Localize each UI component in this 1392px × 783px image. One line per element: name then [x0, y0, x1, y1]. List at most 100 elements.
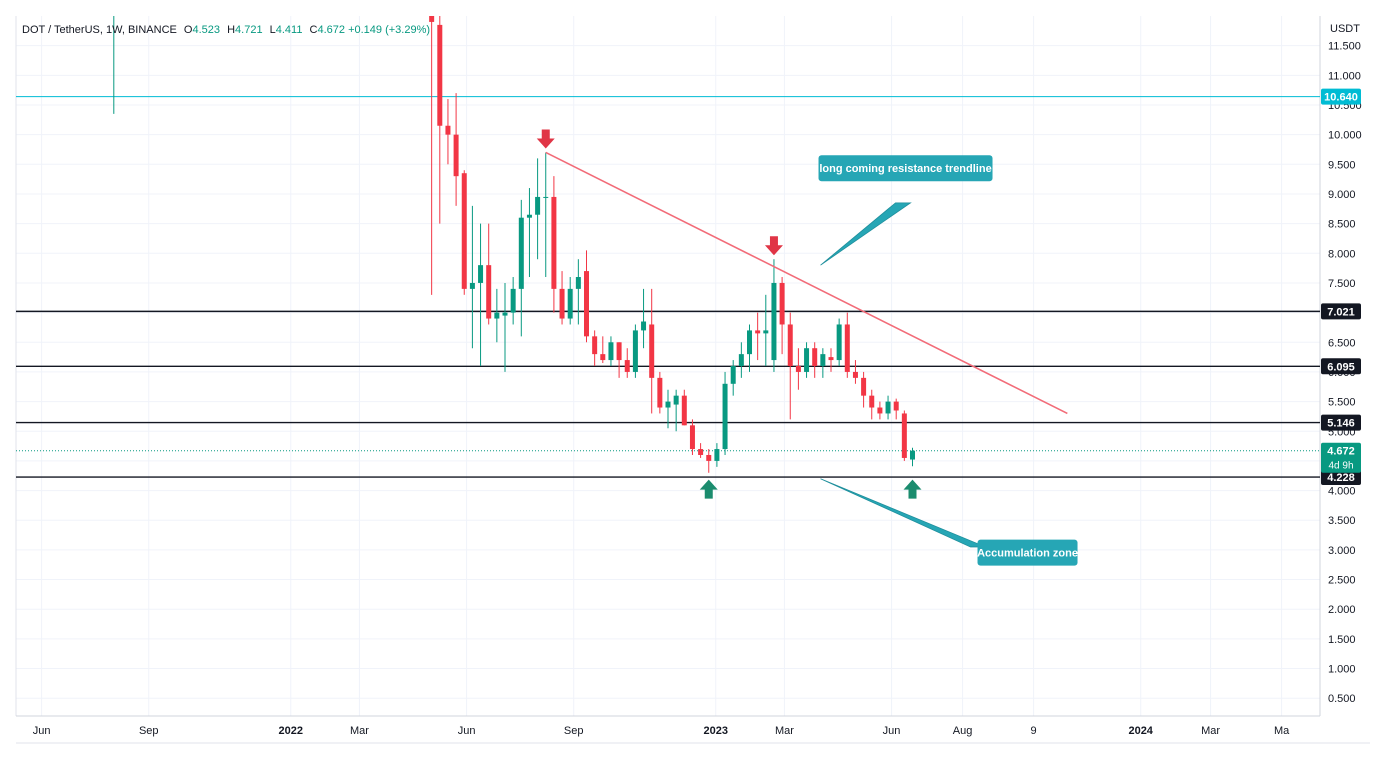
candle-body	[738, 354, 744, 366]
callout-text-accumulation: Accumulation zone	[977, 548, 1078, 560]
candle-body	[494, 312, 500, 319]
candle-body	[877, 407, 883, 414]
candle-body	[608, 342, 614, 361]
time-tick-label: 2022	[279, 725, 303, 737]
time-tick-label: Jun	[883, 725, 901, 737]
candle-body	[885, 401, 891, 414]
candle-body	[657, 377, 663, 408]
candle-body	[469, 282, 475, 289]
candle-body	[641, 321, 647, 331]
price-tick-label: 3.000	[1328, 545, 1356, 557]
candle-body	[804, 348, 810, 372]
time-tick-label: 2023	[703, 725, 727, 737]
candle-body	[910, 450, 915, 460]
high-value: 4.721	[235, 24, 263, 36]
symbol-title: DOT / TetherUS, 1W, BINANCE	[22, 24, 177, 36]
candle-body	[861, 377, 867, 396]
time-tick-label: Sep	[564, 725, 584, 737]
candle-body	[461, 173, 467, 289]
candle-body	[445, 125, 451, 135]
price-tick-label: 11.500	[1328, 41, 1361, 53]
price-tick-label: 0.500	[1328, 693, 1356, 705]
candle-body	[543, 196, 549, 198]
candle-body	[820, 354, 826, 366]
candle-body	[901, 413, 907, 458]
candle-body	[828, 357, 834, 361]
candle-body	[722, 383, 728, 450]
last-price-tag	[1321, 442, 1361, 473]
time-tick-label: Ma	[1274, 725, 1290, 737]
candle-body	[779, 282, 785, 325]
callout-pointer	[820, 202, 912, 266]
level-price-label: 5.146	[1327, 418, 1355, 430]
price-tick-label: 8.500	[1328, 219, 1356, 231]
candle-body	[893, 401, 899, 411]
down-arrow-icon	[536, 129, 555, 149]
last-price-label: 4.672	[1327, 446, 1355, 458]
time-tick-label: Sep	[139, 725, 159, 737]
high-label: H	[227, 24, 236, 36]
price-tick-label: 2.000	[1328, 604, 1356, 616]
price-tick-label: 11.000	[1328, 70, 1361, 82]
time-tick-label: Mar	[775, 725, 794, 737]
candle-body	[665, 401, 671, 408]
candle-body	[478, 265, 484, 283]
candle-body	[429, 16, 435, 22]
open-value: 4.523	[192, 24, 221, 36]
price-tick-label: 4.000	[1328, 486, 1356, 498]
candle-body	[795, 366, 801, 372]
candle-body	[812, 348, 818, 366]
change-value: +0.149 (+3.29%)	[348, 24, 431, 36]
candle-body	[714, 449, 720, 461]
candle-body	[535, 196, 541, 215]
level-price-label: 10.640	[1324, 92, 1358, 104]
price-tick-label: 6.500	[1328, 337, 1356, 349]
close-label: C	[309, 24, 318, 36]
price-tick-label: 7.500	[1328, 278, 1356, 290]
callout-pointer	[820, 478, 986, 548]
up-arrow-icon	[699, 479, 718, 499]
callout-box	[977, 539, 1078, 566]
price-axis-unit: USDT	[1330, 23, 1360, 35]
time-tick-label: Jun	[33, 725, 51, 737]
callout-box	[818, 155, 993, 182]
candle-body	[559, 288, 565, 319]
candle-body	[844, 324, 850, 372]
candle-body	[510, 288, 516, 313]
candle-body	[836, 324, 842, 361]
candle-body	[575, 277, 581, 289]
candle-body	[518, 217, 524, 289]
candle-body	[698, 449, 704, 455]
price-tick-label: 2.500	[1328, 575, 1356, 587]
candle-body	[852, 371, 858, 378]
time-tick-label: Mar	[350, 725, 369, 737]
time-tick-label: 2024	[1128, 725, 1153, 737]
candle-body	[526, 214, 532, 218]
candle-body	[771, 282, 777, 361]
candle-body	[649, 324, 655, 378]
low-value: 4.411	[275, 24, 303, 36]
chart-header: DOT / TetherUS, 1W, BINANCE O4.523 H4.72…	[22, 24, 430, 36]
time-tick-label: Jun	[458, 725, 476, 737]
candle-body	[453, 134, 459, 177]
candle-body	[437, 24, 443, 126]
resistance-trendline	[545, 151, 1068, 415]
candle-body	[787, 324, 793, 366]
candle-body	[592, 336, 598, 355]
level-price-label: 7.021	[1327, 306, 1355, 318]
time-tick-label: Mar	[1201, 725, 1220, 737]
level-price-tag	[1321, 303, 1361, 320]
open-label: O	[183, 24, 193, 36]
callout-text-resistance: long coming resistance trendline	[819, 163, 991, 175]
candle-body	[567, 288, 573, 319]
level-price-tag	[1321, 469, 1361, 486]
candle-body	[869, 395, 875, 408]
candle-body	[730, 366, 736, 384]
candle-body	[632, 330, 638, 372]
price-tick-label: 1.000	[1328, 664, 1356, 676]
candle-body	[689, 425, 695, 450]
time-tick-label: Aug	[953, 725, 973, 737]
price-tick-label: 9.500	[1328, 159, 1356, 171]
level-price-tag	[1321, 414, 1361, 431]
